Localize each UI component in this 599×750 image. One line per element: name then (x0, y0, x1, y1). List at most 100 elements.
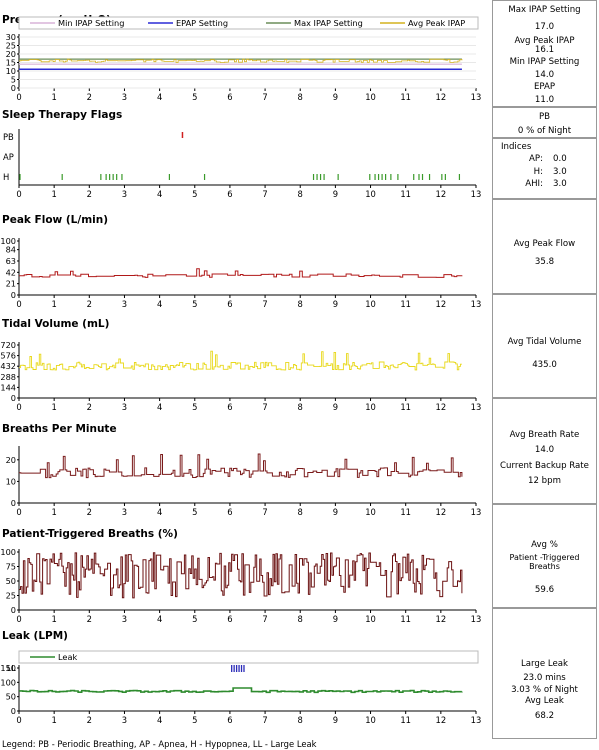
x-tick-label: 3 (122, 507, 127, 517)
indices-stats: Indices AP: 0.0 H: 3.0 AHI: 3.0 (492, 138, 597, 199)
x-tick-label: 12 (436, 92, 447, 102)
x-tick-label: 1 (51, 299, 56, 309)
x-tick-label: 12 (436, 402, 447, 412)
avg-peak-ipap-value: 16.1 (534, 45, 555, 56)
y-tick-label: 0 (11, 498, 16, 508)
x-tick-label: 4 (157, 189, 162, 199)
y-tick-label: 75 (6, 562, 16, 572)
x-tick-label: 6 (227, 614, 232, 624)
h-key: H: (533, 166, 543, 177)
avg-peak-ipap-line (19, 58, 463, 63)
y-tick-label: 10 (6, 66, 16, 76)
x-tick-label: 5 (192, 507, 197, 517)
x-tick-label: 9 (333, 402, 338, 412)
x-tick-label: 3 (122, 614, 127, 624)
panel-2: Peak Flow (L/min)0 1 2 3 4 5 6 7 8 9 10 11 12 1302142… (0, 214, 481, 309)
x-tick-label: 1 (51, 402, 56, 412)
series-line (19, 453, 463, 479)
y-tick-label: 100 (0, 677, 16, 687)
y-tick-label: 100 (0, 547, 16, 557)
pb-label: PB (538, 112, 551, 122)
x-tick-label: 0 (16, 299, 21, 309)
y-tick-label: 720 (0, 340, 16, 350)
flag-row-label-h: H (3, 172, 9, 182)
y-tick-label: 10 (6, 476, 16, 486)
ap-key: AP: (529, 154, 543, 165)
series-line (19, 350, 462, 371)
panel-5: Patient-Triggered Breaths (%)0 1 2 3 4 5 6 7 8 9 1… (0, 528, 481, 624)
x-tick-label: 11 (400, 299, 411, 309)
ll-row-label: LL (7, 663, 17, 673)
x-tick-label: 7 (262, 189, 267, 199)
legend-label: Min IPAP Setting (58, 18, 124, 28)
y-tick-label: 144 (0, 382, 16, 392)
x-tick-label: 2 (87, 614, 92, 624)
x-tick-label: 7 (262, 507, 267, 517)
leak-legend-box (18, 650, 479, 664)
x-tick-label: 12 (436, 507, 447, 517)
x-tick-label: 5 (192, 92, 197, 102)
y-tick-label: 42 (6, 267, 16, 277)
x-tick-label: 3 (122, 715, 127, 725)
x-tick-label: 2 (87, 189, 92, 199)
chart-title: Sleep Therapy Flags (2, 109, 122, 121)
x-tick-label: 13 (471, 507, 482, 517)
x-tick-label: 10 (365, 92, 376, 102)
max-ipap-label: Max IPAP Setting (508, 5, 581, 15)
flag-row-label-ap: AP (3, 152, 14, 162)
x-tick-label: 9 (333, 189, 338, 199)
x-tick-label: 10 (365, 299, 376, 309)
x-tick-label: 4 (157, 299, 162, 309)
y-tick-label: 20 (6, 49, 16, 59)
x-tick-label: 10 (365, 614, 376, 624)
x-tick-label: 11 (400, 189, 411, 199)
chart-title: Tidal Volume (mL) (2, 318, 109, 330)
indices-row-h: H: 3.0 (501, 166, 596, 177)
ahi-value: 3.0 (553, 179, 567, 190)
x-tick-label: 1 (51, 507, 56, 517)
x-tick-label: 3 (122, 92, 127, 102)
max-ipap-value: 17.0 (534, 22, 555, 33)
x-tick-label: 6 (227, 299, 232, 309)
x-tick-label: 8 (298, 507, 303, 517)
avg-triggered-value: 59.6 (534, 585, 555, 596)
x-tick-label: 1 (51, 715, 56, 725)
x-tick-label: 10 (365, 715, 376, 725)
ap-value: 0.0 (553, 154, 567, 165)
x-tick-label: 12 (436, 299, 447, 309)
x-tick-label: 2 (87, 299, 92, 309)
x-tick-label: 8 (298, 614, 303, 624)
leak-legend-label: Leak (58, 652, 77, 662)
pressure-stats: Max IPAP Setting 17.0 Avg Peak IPAP 16.1… (492, 0, 597, 107)
y-tick-label: 30 (6, 32, 16, 42)
series-line (19, 552, 463, 599)
avg-tidal-volume-value: 435.0 (532, 360, 557, 371)
x-tick-label: 9 (333, 715, 338, 725)
min-ipap-value: 14.0 (534, 70, 555, 81)
backup-rate-value: 12 bpm (528, 476, 561, 487)
x-tick-label: 3 (122, 402, 127, 412)
x-tick-label: 4 (157, 715, 162, 725)
panel-3: Tidal Volume (mL)0 1 2 3 4 5 6 7 8 9 10 11 12 1301442… (0, 318, 481, 412)
legend-box (18, 16, 479, 30)
x-tick-label: 13 (471, 402, 482, 412)
x-tick-label: 11 (400, 402, 411, 412)
x-tick-label: 13 (471, 299, 482, 309)
x-tick-label: 9 (333, 92, 338, 102)
x-tick-label: 9 (333, 299, 338, 309)
x-tick-label: 2 (87, 402, 92, 412)
legend-label: EPAP Setting (176, 18, 228, 28)
y-tick-label: 21 (6, 279, 16, 289)
x-tick-label: 1 (51, 614, 56, 624)
x-tick-label: 0 (16, 507, 21, 517)
pb-value: 0 % of Night (517, 126, 572, 137)
x-tick-label: 2 (87, 715, 92, 725)
x-tick-label: 6 (227, 507, 232, 517)
y-tick-label: 0 (11, 706, 16, 716)
y-tick-label: 5 (11, 75, 16, 85)
stats-column: Max IPAP Setting 17.0 Avg Peak IPAP 16.1… (492, 0, 599, 739)
